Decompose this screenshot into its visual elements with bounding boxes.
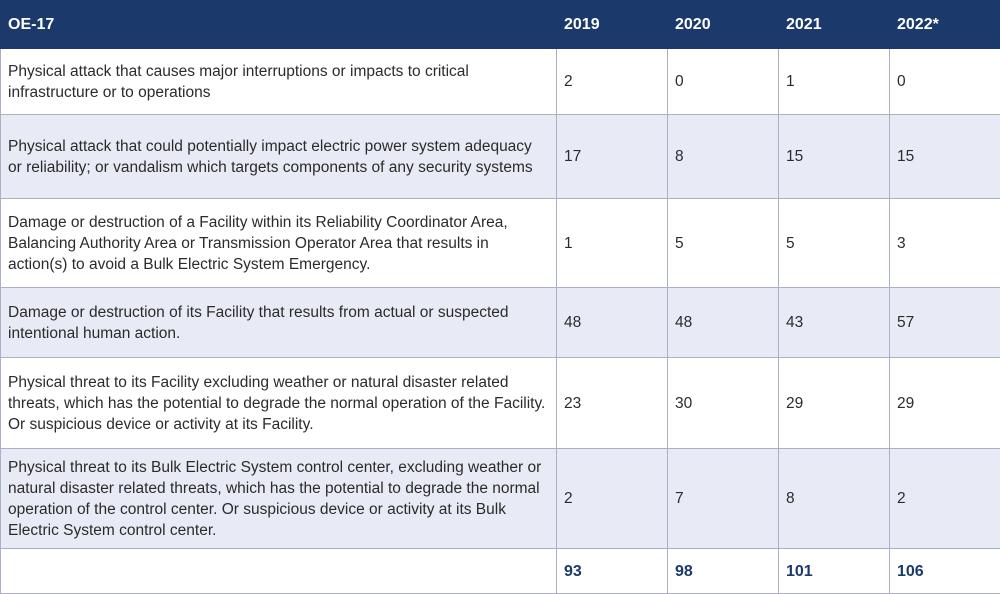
totals-label-empty xyxy=(0,548,557,594)
table-row: Physical attack that causes major interr… xyxy=(0,48,1000,115)
table-row: Damage or destruction of a Facility with… xyxy=(0,198,1000,288)
header-2021: 2021 xyxy=(778,0,890,49)
row-label: Physical attack that could potentially i… xyxy=(0,114,557,199)
cell-2021: 29 xyxy=(778,357,890,449)
cell-2020: 0 xyxy=(667,48,779,115)
cell-2019: 23 xyxy=(556,357,668,449)
table-row: Damage or destruction of its Facility th… xyxy=(0,287,1000,358)
cell-2022: 15 xyxy=(889,114,1000,199)
header-2019: 2019 xyxy=(556,0,668,49)
cell-2020: 7 xyxy=(667,448,779,549)
cell-2022: 0 xyxy=(889,48,1000,115)
cell-2021: 1 xyxy=(778,48,890,115)
table-row: Physical threat to its Facility excludin… xyxy=(0,357,1000,449)
cell-2019: 1 xyxy=(556,198,668,288)
header-row: OE-17 2019 2020 2021 2022* xyxy=(0,0,1000,49)
row-label: Physical attack that causes major interr… xyxy=(0,48,557,115)
cell-2022: 57 xyxy=(889,287,1000,358)
table-row: Physical attack that could potentially i… xyxy=(0,114,1000,199)
total-2022: 106 xyxy=(889,548,1000,594)
cell-2021: 15 xyxy=(778,114,890,199)
cell-2022: 3 xyxy=(889,198,1000,288)
totals-row: 93 98 101 106 xyxy=(0,548,1000,594)
table-row: Physical threat to its Bulk Electric Sys… xyxy=(0,448,1000,549)
row-label: Damage or destruction of its Facility th… xyxy=(0,287,557,358)
header-oe17: OE-17 xyxy=(0,0,557,49)
header-2022: 2022* xyxy=(889,0,1000,49)
cell-2019: 2 xyxy=(556,448,668,549)
cell-2021: 8 xyxy=(778,448,890,549)
header-2020: 2020 xyxy=(667,0,779,49)
cell-2022: 29 xyxy=(889,357,1000,449)
cell-2020: 5 xyxy=(667,198,779,288)
cell-2021: 5 xyxy=(778,198,890,288)
row-label: Physical threat to its Facility excludin… xyxy=(0,357,557,449)
row-label: Physical threat to its Bulk Electric Sys… xyxy=(0,448,557,549)
total-2020: 98 xyxy=(667,548,779,594)
cell-2020: 48 xyxy=(667,287,779,358)
cell-2020: 8 xyxy=(667,114,779,199)
cell-2019: 2 xyxy=(556,48,668,115)
cell-2019: 17 xyxy=(556,114,668,199)
total-2019: 93 xyxy=(556,548,668,594)
cell-2022: 2 xyxy=(889,448,1000,549)
cell-2021: 43 xyxy=(778,287,890,358)
total-2021: 101 xyxy=(778,548,890,594)
cell-2019: 48 xyxy=(556,287,668,358)
row-label: Damage or destruction of a Facility with… xyxy=(0,198,557,288)
cell-2020: 30 xyxy=(667,357,779,449)
